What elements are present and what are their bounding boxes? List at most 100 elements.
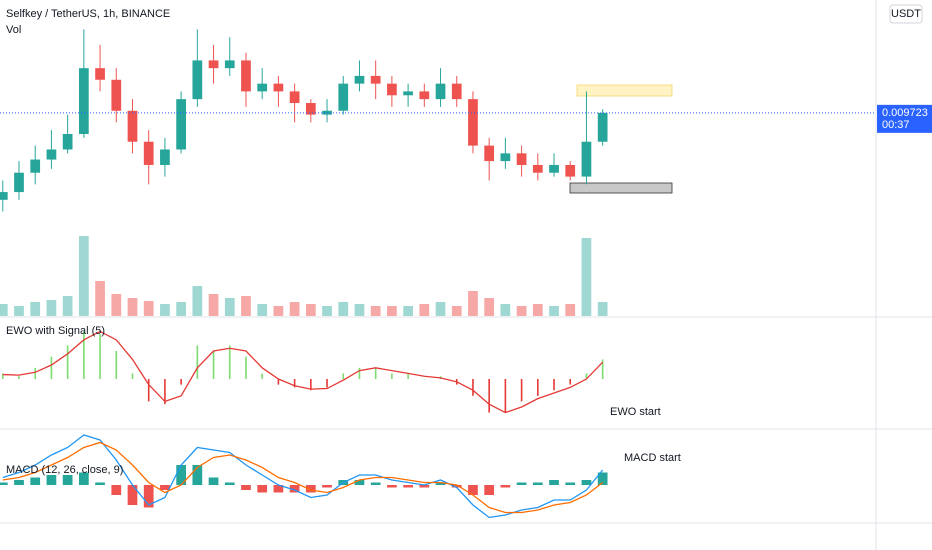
histogram-bar: [143, 485, 154, 508]
volume-bar: [435, 302, 446, 316]
histogram-bar: [245, 356, 247, 380]
histogram-bar: [257, 485, 268, 493]
volume-bar: [597, 302, 608, 316]
volume-bar: [143, 301, 154, 316]
candle-body: [208, 60, 219, 69]
volume-bar: [419, 304, 430, 316]
chart-title: Selfkey / TetherUS, 1h, BINANCE: [6, 8, 170, 20]
histogram-bar: [66, 345, 69, 380]
volume-bar: [354, 304, 365, 316]
histogram-bar: [208, 477, 219, 485]
histogram-bar: [403, 485, 413, 488]
histogram-bar: [326, 379, 328, 388]
candle-body: [597, 112, 608, 142]
histogram-bar: [46, 475, 57, 485]
histogram-bar: [520, 379, 523, 402]
candle-body: [468, 99, 478, 146]
histogram-bar: [468, 485, 478, 495]
candle-body: [160, 149, 170, 165]
histogram-bar: [196, 345, 199, 380]
histogram-bar: [597, 472, 608, 485]
histogram-bar: [488, 379, 490, 413]
histogram-bar: [293, 379, 296, 388]
candle-body: [500, 153, 511, 162]
histogram-bar: [180, 379, 182, 385]
histogram-bar: [342, 373, 345, 380]
volume-bar: [532, 304, 543, 316]
histogram-bar: [0, 482, 8, 485]
histogram-bar: [261, 373, 263, 380]
histogram-bar: [95, 482, 105, 485]
histogram-bar: [305, 485, 316, 493]
volume-bar: [500, 304, 511, 316]
volume-bar: [451, 306, 462, 316]
support-box: [569, 182, 673, 194]
histogram-bar: [160, 485, 170, 490]
histogram-bar: [147, 379, 150, 402]
histogram-bar: [115, 351, 118, 380]
candle-body: [549, 164, 559, 173]
candle-body: [192, 60, 203, 100]
currency-button[interactable]: [889, 4, 923, 24]
histogram-bar: [451, 485, 462, 488]
volume-bar: [127, 298, 138, 316]
histogram-bar: [500, 485, 511, 488]
histogram-bar: [277, 379, 280, 385]
volume-bar: [370, 306, 381, 316]
histogram-bar: [212, 351, 215, 380]
volume-bar: [468, 291, 478, 316]
signal-line: [2, 330, 604, 414]
signal-line: [2, 441, 604, 514]
volume-bar: [549, 306, 559, 316]
histogram-bar: [18, 376, 20, 380]
macd-title: MACD (12, 26, close, 9): [6, 464, 123, 476]
candle-body: [78, 68, 89, 134]
volume-bar: [484, 298, 495, 316]
candle-body: [241, 60, 251, 92]
volume-bar: [581, 238, 592, 316]
annotation: EWO start: [610, 406, 661, 418]
candle-body: [451, 83, 462, 100]
marks: [0, 29, 876, 519]
histogram-bar: [78, 472, 89, 485]
candle-body: [516, 153, 527, 165]
candle-body: [62, 133, 73, 150]
volume-bar: [273, 306, 284, 316]
histogram-bar: [504, 379, 507, 413]
volume-bar: [257, 304, 268, 316]
histogram-bar: [322, 485, 332, 488]
candle-body: [484, 145, 495, 162]
histogram-bar: [131, 373, 134, 380]
candle-body: [338, 83, 349, 111]
volume-bar: [160, 304, 170, 316]
volume-bar: [387, 306, 397, 316]
histogram-bar: [407, 373, 409, 380]
volume-bar: [95, 281, 105, 316]
volume-bar: [0, 304, 8, 316]
histogram-bar: [273, 485, 284, 493]
candle-body: [176, 99, 186, 150]
candle-body: [403, 91, 413, 96]
candle-body: [387, 83, 397, 96]
volume-bar: [111, 294, 122, 316]
candle-body: [370, 75, 381, 84]
histogram-bar: [62, 475, 73, 485]
candle-body: [305, 103, 316, 115]
histogram-bar: [127, 485, 138, 505]
candle-body: [0, 192, 8, 200]
volume-bar: [305, 304, 316, 316]
resistance-box: [576, 84, 673, 97]
histogram-bar: [553, 379, 555, 391]
histogram-bar: [354, 480, 365, 485]
currency-label[interactable]: USDT: [891, 8, 921, 20]
histogram-bar: [310, 379, 312, 391]
volume-bar: [46, 300, 57, 316]
ewo-title: EWO with Signal (5): [6, 325, 105, 337]
histogram-bar: [435, 482, 446, 485]
volume-bar: [62, 296, 73, 316]
candle-body: [224, 60, 235, 69]
candle-body: [127, 110, 138, 142]
histogram-bar: [569, 379, 572, 385]
